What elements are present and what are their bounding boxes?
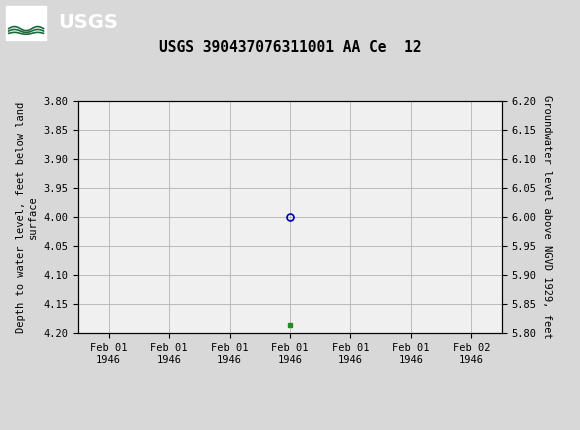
Y-axis label: Groundwater level above NGVD 1929, feet: Groundwater level above NGVD 1929, feet [542,95,552,339]
Text: USGS 390437076311001 AA Ce  12: USGS 390437076311001 AA Ce 12 [159,40,421,55]
Y-axis label: Depth to water level, feet below land
surface: Depth to water level, feet below land su… [16,101,38,333]
Text: USGS: USGS [58,13,118,32]
FancyBboxPatch shape [6,6,46,40]
